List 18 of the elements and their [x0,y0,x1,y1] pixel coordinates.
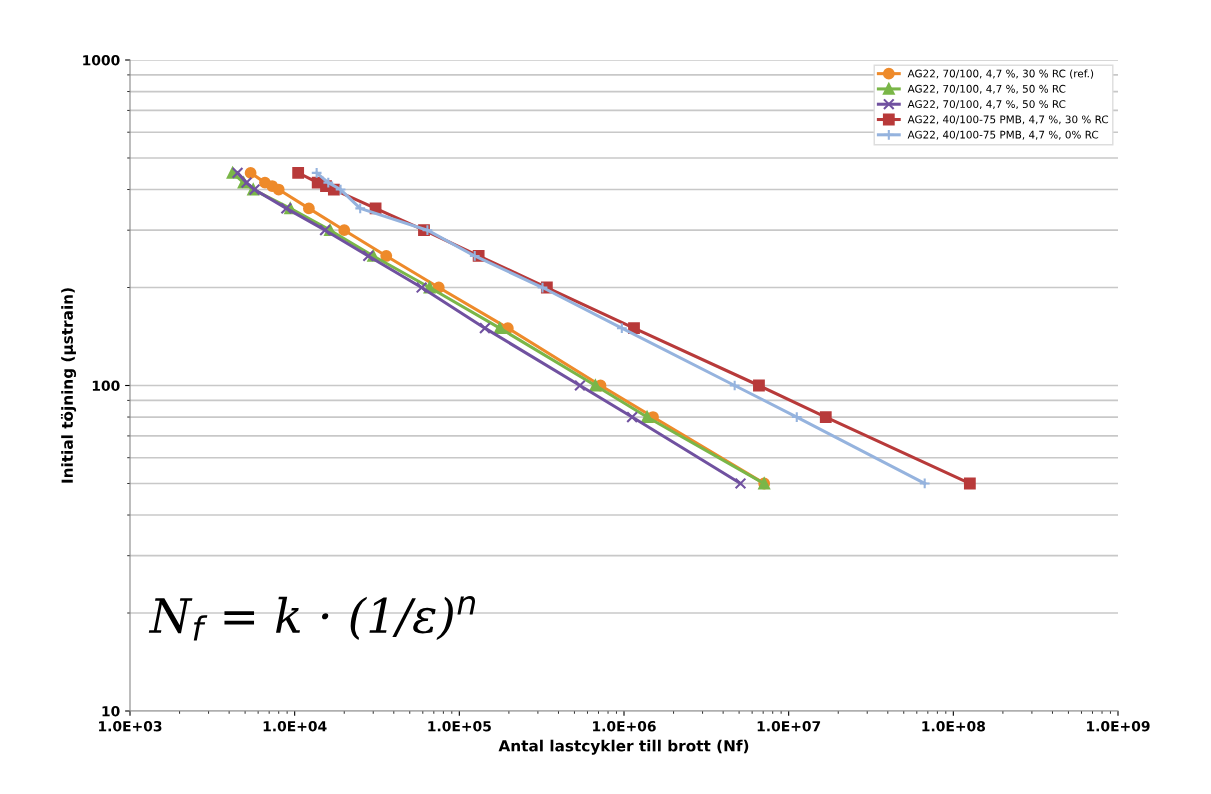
y-axis-title: Initial töjning (µstrain) [60,288,77,483]
y-tick-label: 10 [102,705,120,717]
x-tick-label: 1.0E+05 [428,720,491,732]
x-tick-label: 1.0E+07 [757,720,821,732]
x-tick-label: 1.0E+09 [1087,720,1150,732]
x-tick-label: 1.0E+06 [593,720,656,732]
legend-label: AG22, 70/100, 4,7 %, 50 % RC [907,100,1066,110]
legend-label: AG22, 40/100-75 PMB, 4,7 %, 0% RC [907,130,1099,140]
x-tick-label: 1.0E+03 [99,720,162,732]
legend-label: AG22, 70/100, 4,7 %, 50 % RC [907,84,1066,94]
x-tick-label: 1.0E+04 [263,720,327,732]
legend-label: AG22, 70/100, 4,7 %, 30 % RC (ref.) [907,69,1094,79]
annotation: N$_{f}$ = k · (1/ε)$^{n}$ [148,596,475,641]
legend-label: AG22, 40/100-75 PMB, 4,7 %, 30 % RC [907,115,1109,125]
x-tick-label: 1.0E+08 [922,720,985,732]
x-axis-title: Antal lastcykler till brott (Nf) [498,739,749,755]
y-tick-label: 1000 [83,54,120,66]
y-tick-label: 100 [92,380,120,391]
